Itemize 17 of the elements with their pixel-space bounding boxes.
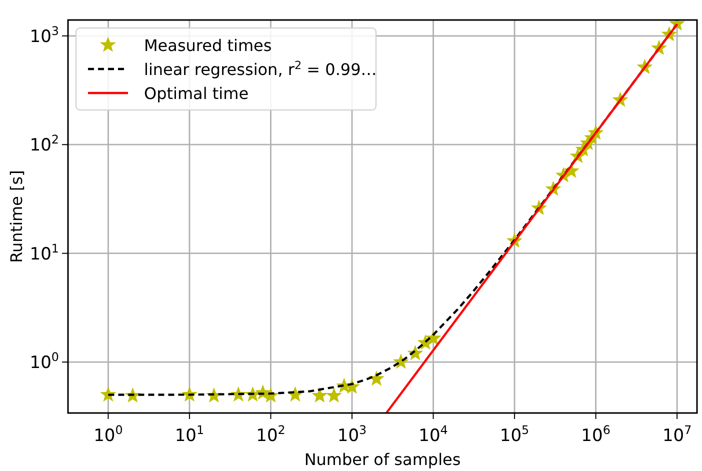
x-tick-label: 10$^{0}$ — [94, 423, 123, 446]
legend-label: linear regression, r$^{2}$ = 0.99… — [144, 58, 377, 79]
x-tick-label: 10$^{3}$ — [337, 423, 367, 446]
x-tick-label: 10$^{1}$ — [174, 423, 204, 446]
x-tick-label: 10$^{6}$ — [581, 423, 610, 446]
legend-label: Measured times — [144, 36, 272, 55]
x-tick-label: 10$^{5}$ — [500, 423, 530, 446]
x-tick-label: 10$^{4}$ — [418, 423, 448, 446]
y-tick-label: 10$^{2}$ — [30, 132, 59, 156]
x-tick-label: 10$^{7}$ — [662, 423, 692, 446]
y-tick-label: 10$^{1}$ — [30, 241, 59, 264]
x-axis-title: Number of samples — [304, 450, 461, 469]
y-tick-label: 10$^{3}$ — [30, 24, 59, 47]
x-tick-label: 10$^{2}$ — [256, 423, 286, 446]
legend-label: Optimal time — [144, 84, 249, 103]
y-tick-label: 10$^{0}$ — [30, 350, 59, 374]
y-axis-title: Runtime [s] — [7, 170, 26, 263]
